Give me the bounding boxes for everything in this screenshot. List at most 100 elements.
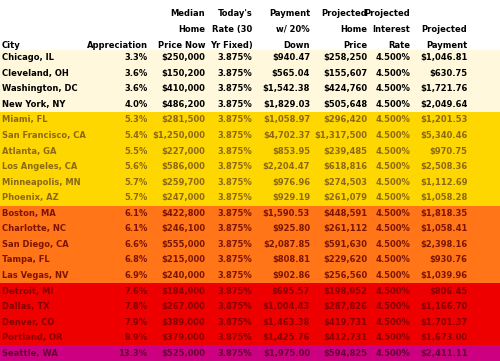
Text: $261,079: $261,079 <box>324 193 368 202</box>
Bar <box>0 205 500 221</box>
Text: $940.47: $940.47 <box>272 53 310 62</box>
Text: 4.500%: 4.500% <box>375 271 410 280</box>
Text: Phoenix, AZ: Phoenix, AZ <box>2 193 58 202</box>
Text: 4.500%: 4.500% <box>375 349 410 358</box>
Text: $5,340.46: $5,340.46 <box>420 131 468 140</box>
Text: 3.875%: 3.875% <box>218 53 252 62</box>
Text: $1,542.38: $1,542.38 <box>262 84 310 93</box>
Text: $240,000: $240,000 <box>161 271 205 280</box>
Text: 7.9%: 7.9% <box>124 318 148 327</box>
Text: 13.3%: 13.3% <box>118 349 148 358</box>
Text: $1,112.69: $1,112.69 <box>420 178 468 187</box>
Text: Price: Price <box>344 41 367 50</box>
Text: 3.875%: 3.875% <box>218 178 252 187</box>
Bar <box>0 345 500 361</box>
Text: $1,425.76: $1,425.76 <box>262 333 310 342</box>
Text: $930.76: $930.76 <box>430 256 468 264</box>
Text: $1,701.37: $1,701.37 <box>420 318 468 327</box>
Text: 4.500%: 4.500% <box>375 256 410 264</box>
Text: $808.81: $808.81 <box>272 256 310 264</box>
Text: $155,607: $155,607 <box>324 69 368 78</box>
Text: $227,000: $227,000 <box>161 147 205 156</box>
Text: Denver, CO: Denver, CO <box>2 318 54 327</box>
Text: San Diego, CA: San Diego, CA <box>2 240 68 249</box>
Text: $853.95: $853.95 <box>272 147 310 156</box>
Text: Miami, FL: Miami, FL <box>2 116 47 125</box>
Text: 5.4%: 5.4% <box>124 131 148 140</box>
Text: 7.6%: 7.6% <box>124 287 148 296</box>
Text: $1,201.53: $1,201.53 <box>420 116 468 125</box>
Text: 6.1%: 6.1% <box>124 209 148 218</box>
Bar <box>0 299 500 314</box>
Text: $1,058.41: $1,058.41 <box>420 224 468 233</box>
Text: $287,826: $287,826 <box>324 302 368 311</box>
Text: Home: Home <box>178 25 205 34</box>
Text: 4.500%: 4.500% <box>375 193 410 202</box>
Bar <box>0 143 500 159</box>
Text: $229,620: $229,620 <box>324 256 368 264</box>
Text: Minneapolis, MN: Minneapolis, MN <box>2 178 80 187</box>
Text: 4.500%: 4.500% <box>375 69 410 78</box>
Text: $247,000: $247,000 <box>161 193 205 202</box>
Text: $379,000: $379,000 <box>162 333 205 342</box>
Text: $2,398.16: $2,398.16 <box>420 240 468 249</box>
Text: 3.875%: 3.875% <box>218 147 252 156</box>
Bar <box>0 190 500 205</box>
Text: $565.04: $565.04 <box>272 69 310 78</box>
Bar <box>0 236 500 252</box>
Text: $150,200: $150,200 <box>161 69 205 78</box>
Text: $261,112: $261,112 <box>323 224 368 233</box>
Text: $1,046.81: $1,046.81 <box>420 53 468 62</box>
Text: Dallas, TX: Dallas, TX <box>2 302 49 311</box>
Text: 3.875%: 3.875% <box>218 240 252 249</box>
Text: $1,818.35: $1,818.35 <box>420 209 468 218</box>
Text: $902.86: $902.86 <box>272 271 310 280</box>
Text: $422,800: $422,800 <box>161 209 205 218</box>
Text: $281,500: $281,500 <box>161 116 205 125</box>
Text: San Francisco, CA: San Francisco, CA <box>2 131 86 140</box>
Text: $256,560: $256,560 <box>323 271 368 280</box>
Text: 3.875%: 3.875% <box>218 116 252 125</box>
Text: $1,058.28: $1,058.28 <box>420 193 468 202</box>
Text: Yr Fixed): Yr Fixed) <box>210 41 252 50</box>
Text: $412,731: $412,731 <box>324 333 368 342</box>
Bar <box>0 221 500 236</box>
Bar <box>0 283 500 299</box>
Text: $2,411.11: $2,411.11 <box>420 349 468 358</box>
Text: $925.80: $925.80 <box>272 224 310 233</box>
Text: 3.3%: 3.3% <box>124 53 148 62</box>
Bar <box>0 0 500 50</box>
Text: $267,000: $267,000 <box>161 302 205 311</box>
Text: Appreciation: Appreciation <box>86 41 148 50</box>
Text: $976.96: $976.96 <box>272 178 310 187</box>
Text: $591,630: $591,630 <box>324 240 368 249</box>
Text: w/ 20%: w/ 20% <box>276 25 310 34</box>
Text: Rate (30: Rate (30 <box>212 25 252 34</box>
Text: 6.8%: 6.8% <box>124 256 148 264</box>
Text: 4.500%: 4.500% <box>375 53 410 62</box>
Text: $250,000: $250,000 <box>161 53 205 62</box>
Bar <box>0 97 500 112</box>
Text: $259,700: $259,700 <box>161 178 205 187</box>
Text: 3.875%: 3.875% <box>218 302 252 311</box>
Text: $389,000: $389,000 <box>162 318 205 327</box>
Text: $246,100: $246,100 <box>161 224 205 233</box>
Text: Down: Down <box>284 41 310 50</box>
Text: $555,000: $555,000 <box>161 240 205 249</box>
Text: 4.500%: 4.500% <box>375 162 410 171</box>
Text: 5.6%: 5.6% <box>124 162 148 171</box>
Text: 3.875%: 3.875% <box>218 256 252 264</box>
Text: Charlotte, NC: Charlotte, NC <box>2 224 66 233</box>
Bar <box>0 330 500 345</box>
Bar <box>0 252 500 268</box>
Text: 4.500%: 4.500% <box>375 131 410 140</box>
Text: 3.875%: 3.875% <box>218 69 252 78</box>
Text: 4.500%: 4.500% <box>375 116 410 125</box>
Text: $1,975.00: $1,975.00 <box>263 349 310 358</box>
Text: $274,503: $274,503 <box>324 178 368 187</box>
Text: Median: Median <box>170 9 205 18</box>
Bar <box>0 174 500 190</box>
Text: 4.500%: 4.500% <box>375 209 410 218</box>
Text: $586,000: $586,000 <box>161 162 205 171</box>
Text: $2,049.64: $2,049.64 <box>420 100 468 109</box>
